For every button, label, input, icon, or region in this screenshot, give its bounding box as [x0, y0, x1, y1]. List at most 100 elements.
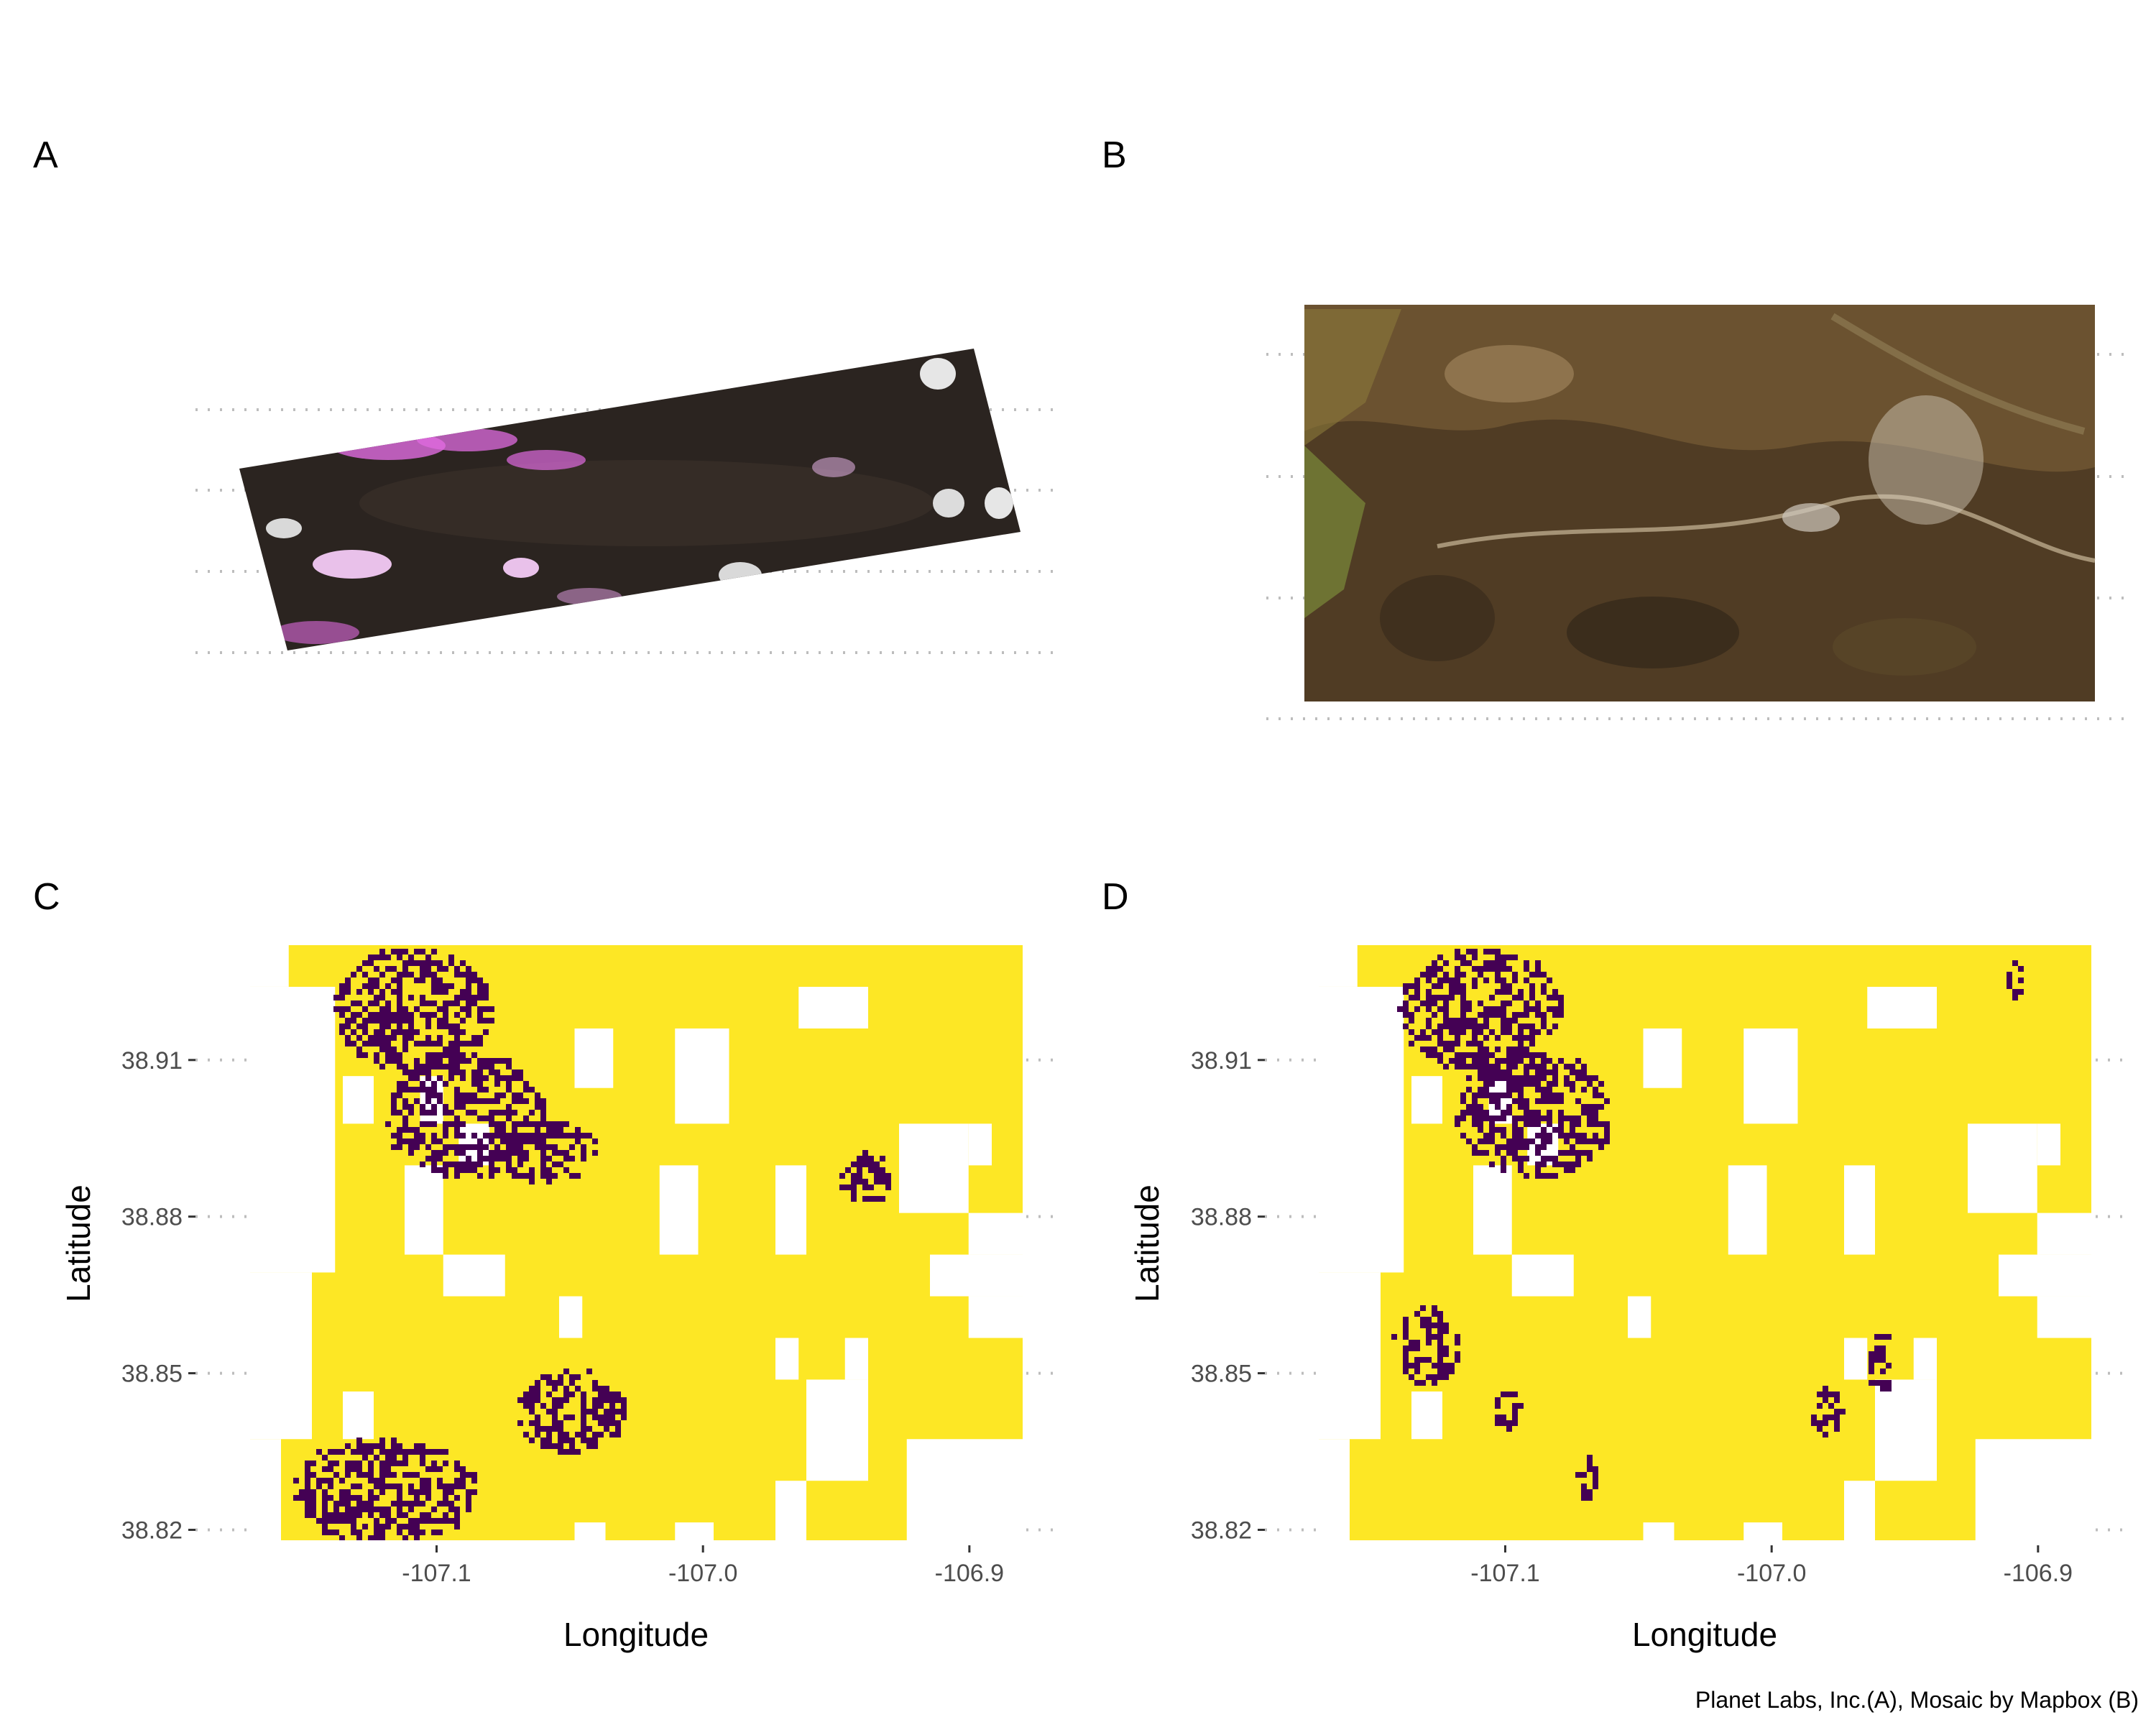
raster-low-pixel — [448, 1052, 454, 1058]
raster-low-pixel — [1443, 1006, 1449, 1012]
raster-low-pixel — [437, 989, 443, 995]
raster-low-pixel — [351, 1495, 356, 1501]
raster-low-pixel — [1506, 1024, 1512, 1029]
raster-low-pixel — [408, 1449, 414, 1455]
raster-low-pixel — [477, 1035, 483, 1041]
raster-low-pixel — [425, 1000, 431, 1006]
raster-low-pixel — [1535, 1000, 1541, 1006]
raster-low-pixel — [1426, 1018, 1432, 1024]
raster-low-pixel — [345, 1501, 351, 1506]
raster-low-pixel — [425, 1024, 431, 1029]
raster-low-pixel — [379, 1064, 385, 1070]
raster-low-pixel — [575, 1449, 581, 1455]
raster-low-pixel — [1506, 1064, 1512, 1070]
raster-low-pixel — [1880, 1380, 1886, 1386]
raster-low-pixel — [454, 1116, 460, 1121]
raster-low-pixel — [1443, 1351, 1449, 1357]
raster-low-pixel — [512, 1075, 517, 1081]
raster-low-pixel — [385, 1052, 391, 1058]
raster-low-pixel — [437, 1518, 443, 1524]
raster-low-pixel — [517, 1156, 523, 1162]
raster-low-pixel — [563, 1133, 569, 1138]
raster-low-pixel — [575, 1374, 581, 1380]
raster-low-pixel — [420, 1110, 425, 1116]
raster-low-pixel — [471, 1041, 477, 1046]
raster-low-pixel — [569, 1133, 575, 1138]
raster-low-pixel — [1575, 1070, 1581, 1075]
raster-low-pixel — [1581, 1064, 1587, 1070]
raster-low-pixel — [1483, 1012, 1489, 1018]
raster-low-pixel — [1437, 1006, 1443, 1012]
raster-low-pixel — [1564, 1075, 1570, 1081]
raster-low-pixel — [351, 1524, 356, 1530]
raster-low-pixel — [552, 1162, 558, 1167]
raster-low-pixel — [558, 1374, 563, 1380]
raster-low-pixel — [299, 1489, 305, 1495]
raster-low-pixel — [391, 978, 397, 983]
raster-low-pixel — [425, 1098, 431, 1104]
raster-low-pixel — [569, 1438, 575, 1443]
raster-low-pixel — [1483, 1052, 1489, 1058]
raster-low-pixel — [1483, 966, 1489, 972]
no-data-block — [930, 1254, 1023, 1297]
raster-low-pixel — [1587, 1455, 1593, 1460]
raster-low-pixel — [489, 1133, 494, 1138]
raster-low-pixel — [443, 1460, 448, 1466]
raster-low-pixel — [851, 1196, 857, 1202]
raster-low-pixel — [443, 1046, 448, 1052]
no-data-block — [1319, 1504, 1342, 1540]
raster-low-pixel — [443, 1518, 448, 1524]
raster-low-pixel — [1524, 1081, 1529, 1087]
raster-low-pixel — [1570, 1116, 1575, 1121]
raster-low-pixel — [305, 1489, 310, 1495]
raster-low-pixel — [328, 1449, 333, 1455]
raster-low-pixel — [1604, 1098, 1610, 1104]
raster-low-pixel — [523, 1432, 529, 1438]
raster-low-pixel — [425, 1110, 431, 1116]
raster-low-pixel — [1432, 1380, 1437, 1386]
raster-low-pixel — [362, 1501, 368, 1506]
raster-low-pixel — [368, 1443, 374, 1449]
raster-low-pixel — [563, 1397, 569, 1403]
raster-low-pixel — [1535, 1116, 1541, 1121]
raster-low-pixel — [1397, 1006, 1403, 1012]
raster-low-pixel — [368, 1535, 374, 1540]
raster-low-pixel — [885, 1184, 891, 1190]
raster-low-pixel — [351, 1512, 356, 1518]
raster-low-pixel — [540, 1150, 546, 1156]
raster-low-pixel — [1552, 1081, 1558, 1087]
raster-low-pixel — [414, 1098, 420, 1104]
raster-low-pixel — [1575, 1116, 1581, 1121]
raster-low-pixel — [379, 954, 385, 960]
raster-low-pixel — [305, 1460, 310, 1466]
raster-low-pixel — [1593, 1484, 1598, 1489]
raster-low-pixel — [362, 1449, 368, 1455]
raster-low-pixel — [546, 1133, 552, 1138]
raster-low-pixel — [1581, 1150, 1587, 1156]
raster-low-pixel — [540, 1167, 546, 1173]
raster-low-pixel — [1501, 1075, 1506, 1081]
raster-low-pixel — [1437, 1052, 1443, 1058]
raster-low-pixel — [443, 1024, 448, 1029]
raster-low-pixel — [1420, 1380, 1426, 1386]
raster-low-pixel — [420, 1104, 425, 1110]
raster-low-pixel — [1426, 1317, 1432, 1322]
raster-low-pixel — [443, 1133, 448, 1138]
raster-low-pixel — [460, 1018, 466, 1024]
raster-low-pixel — [1604, 1121, 1610, 1127]
raster-low-pixel — [1598, 1104, 1604, 1110]
raster-low-pixel — [1570, 1167, 1575, 1173]
raster-low-pixel — [1437, 1351, 1443, 1357]
raster-low-pixel — [316, 1484, 322, 1489]
raster-low-pixel — [1409, 1012, 1414, 1018]
raster-low-pixel — [1403, 1368, 1409, 1374]
raster-low-pixel — [1524, 1024, 1529, 1029]
raster-low-pixel — [420, 949, 425, 954]
raster-low-pixel — [1437, 1317, 1443, 1322]
raster-low-pixel — [1535, 1144, 1541, 1150]
raster-low-pixel — [1460, 995, 1466, 1000]
raster-low-pixel — [460, 1167, 466, 1173]
raster-low-pixel — [471, 995, 477, 1000]
raster-low-pixel — [2007, 972, 2012, 978]
raster-low-pixel — [575, 1133, 581, 1138]
